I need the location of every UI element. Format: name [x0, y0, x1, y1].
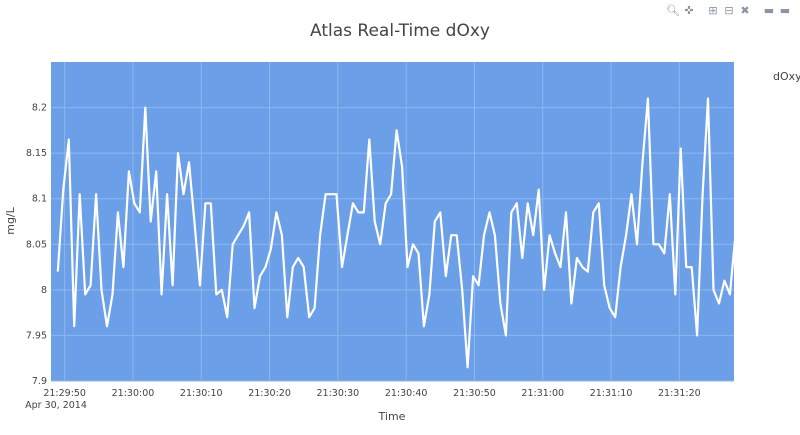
y-tick-label: 7.95 — [26, 330, 47, 341]
y-tick-label: 8.15 — [26, 148, 47, 159]
x-tick-label: 21:30:10 — [180, 388, 223, 399]
series-line-group — [56, 76, 800, 369]
x-tick-label: 21:30:30 — [317, 388, 360, 399]
axis-ticks: 7.9 7.95 8 8.05 8.1 8.15 8.2 21:29:50 21:30:00 21… — [26, 103, 701, 399]
plot-area[interactable] — [51, 62, 734, 381]
grid-lines — [51, 62, 734, 382]
series-line-dOxy[interactable] — [56, 76, 800, 369]
x-tick-label: 21:30:50 — [453, 388, 496, 399]
x-tick-label: 21:31:10 — [590, 388, 633, 399]
x-tick-label: 21:31:00 — [521, 388, 564, 399]
y-axis-title: mg/L — [4, 206, 17, 234]
y-tick-label: 8.2 — [32, 103, 47, 114]
y-tick-label: 8.05 — [26, 239, 47, 250]
x-tick-label: 21:29:50 — [43, 388, 86, 399]
legend-series-label[interactable]: dOxy — [773, 70, 800, 83]
y-tick-label: 7.9 — [32, 376, 47, 387]
hover-closest-icon[interactable]: ▬ — [779, 4, 791, 17]
zoom-in-icon[interactable]: ⊞ — [708, 4, 718, 17]
x-tick-label: 21:31:20 — [658, 388, 701, 399]
chart-title: Atlas Real-Time dOxy — [310, 21, 490, 41]
zoom-icon[interactable]: 🔍︎ — [666, 4, 680, 17]
x-tick-label: 21:30:20 — [248, 388, 291, 399]
hover-compare-icon[interactable]: ▬ — [763, 4, 775, 17]
y-tick-label: 8 — [41, 285, 47, 296]
pan-icon[interactable]: ✜ — [684, 4, 694, 17]
modebar: 🔍︎ ✜ ⊞ ⊟ ✖ ▬ ▬ — [666, 4, 792, 18]
x-tick-label: 21:30:40 — [385, 388, 428, 399]
autoscale-icon[interactable]: ✖ — [740, 4, 750, 17]
x-axis-title: Time — [378, 410, 406, 423]
x-date-label: Apr 30, 2014 — [25, 400, 87, 411]
x-tick-label: 21:30:00 — [112, 388, 155, 399]
y-tick-label: 8.1 — [32, 194, 47, 205]
zoom-out-icon[interactable]: ⊟ — [724, 4, 734, 17]
